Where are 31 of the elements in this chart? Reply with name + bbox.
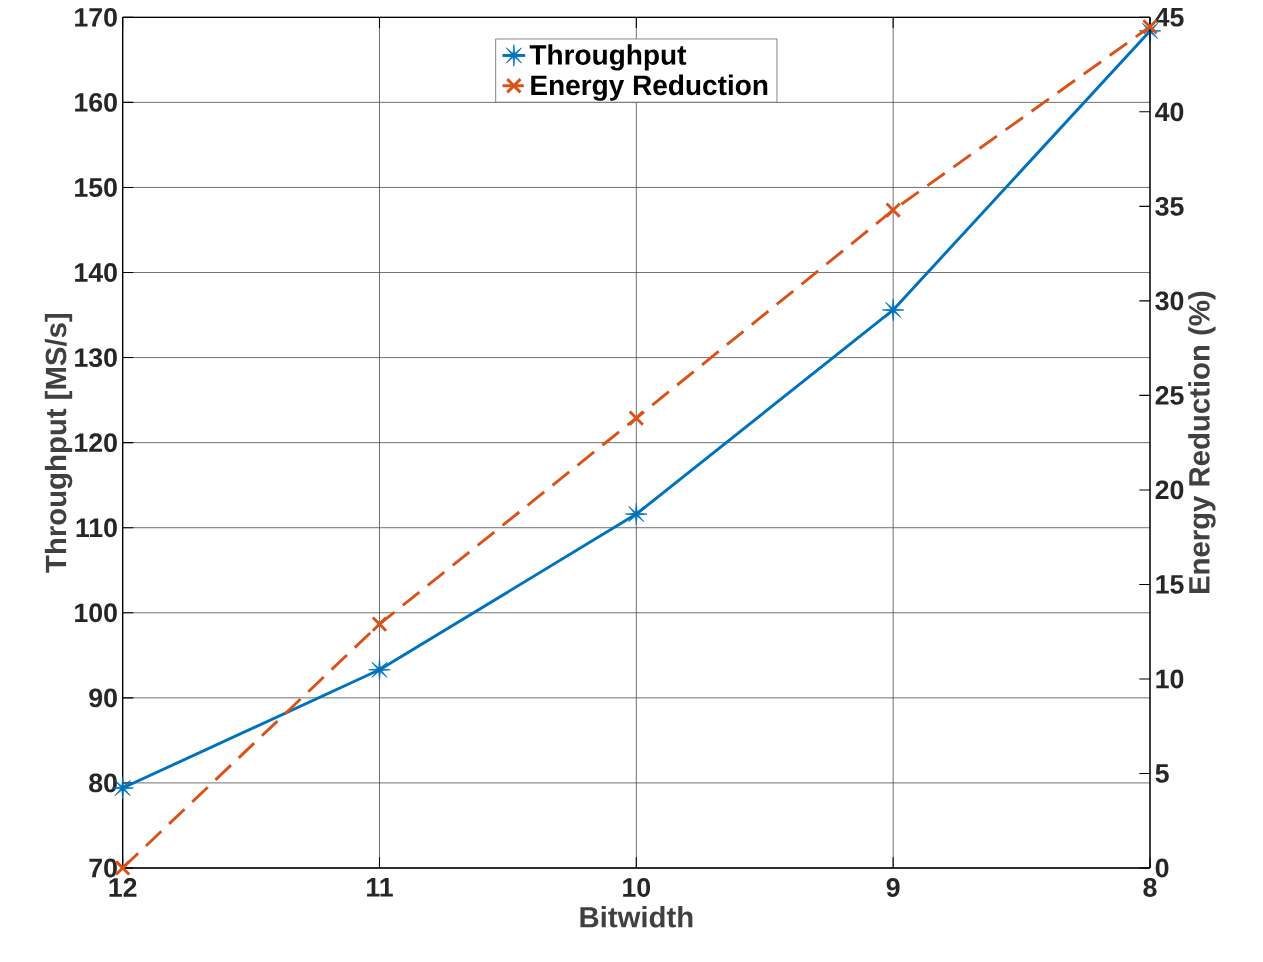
x-tick-label: 12 [109, 878, 137, 897]
y2-tick-label: 35 [1155, 196, 1184, 216]
y-tick-label: 140 [75, 263, 117, 282]
x-tick-label: 9 [886, 878, 900, 897]
y-tick-label: 160 [75, 92, 117, 112]
y-tick-label: 90 [89, 688, 117, 708]
y-tick-label: 150 [75, 178, 117, 197]
y-tick-label: 80 [89, 773, 117, 793]
y-tick-label: 70 [89, 858, 117, 878]
x-axis-title: Bitwidth [580, 906, 693, 928]
y-tick-label: 170 [75, 7, 117, 27]
y-tick-label: 130 [75, 348, 117, 368]
x-tick-label: 8 [1143, 878, 1157, 897]
y2-tick-label: 25 [1155, 385, 1184, 405]
y2-tick-label: 30 [1155, 291, 1184, 311]
y2-tick-label: 15 [1156, 575, 1184, 594]
y2-tick-label: 45 [1155, 8, 1184, 27]
y2-tick-label: 0 [1155, 858, 1169, 878]
y2-tick-label: 5 [1155, 764, 1169, 783]
y2-axis-title: Energy Reduction (%) [1188, 291, 1216, 594]
y-axis-title: Throughput [MS/s] [44, 313, 73, 573]
y-tick-label: 120 [75, 433, 117, 453]
y2-tick-label: 10 [1156, 669, 1184, 689]
legend-label: Throughput [529, 44, 687, 71]
y2-tick-label: 40 [1155, 102, 1184, 122]
x-tick-label: 10 [623, 878, 651, 897]
y-tick-label: 100 [75, 603, 117, 623]
y-tick-label: 110 [76, 518, 117, 538]
x-tick-label: 11 [367, 878, 393, 897]
y2-tick-label: 20 [1155, 480, 1184, 500]
legend-label: Energy Reduction [531, 74, 768, 101]
